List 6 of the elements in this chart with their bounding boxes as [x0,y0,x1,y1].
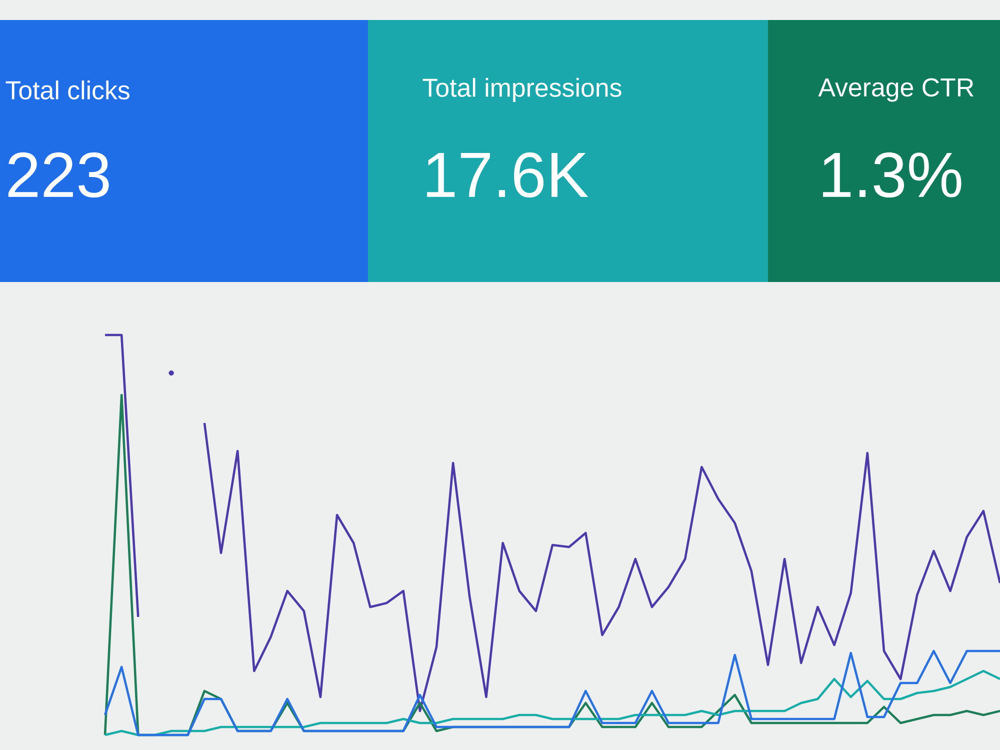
text: Total impressions [422,78,622,102]
text: 17.6K [427,152,588,198]
text: Total clicks [6,80,130,100]
text: 1.3% [823,152,962,198]
text: Average CTR [818,78,974,102]
text: 223 [8,152,109,198]
